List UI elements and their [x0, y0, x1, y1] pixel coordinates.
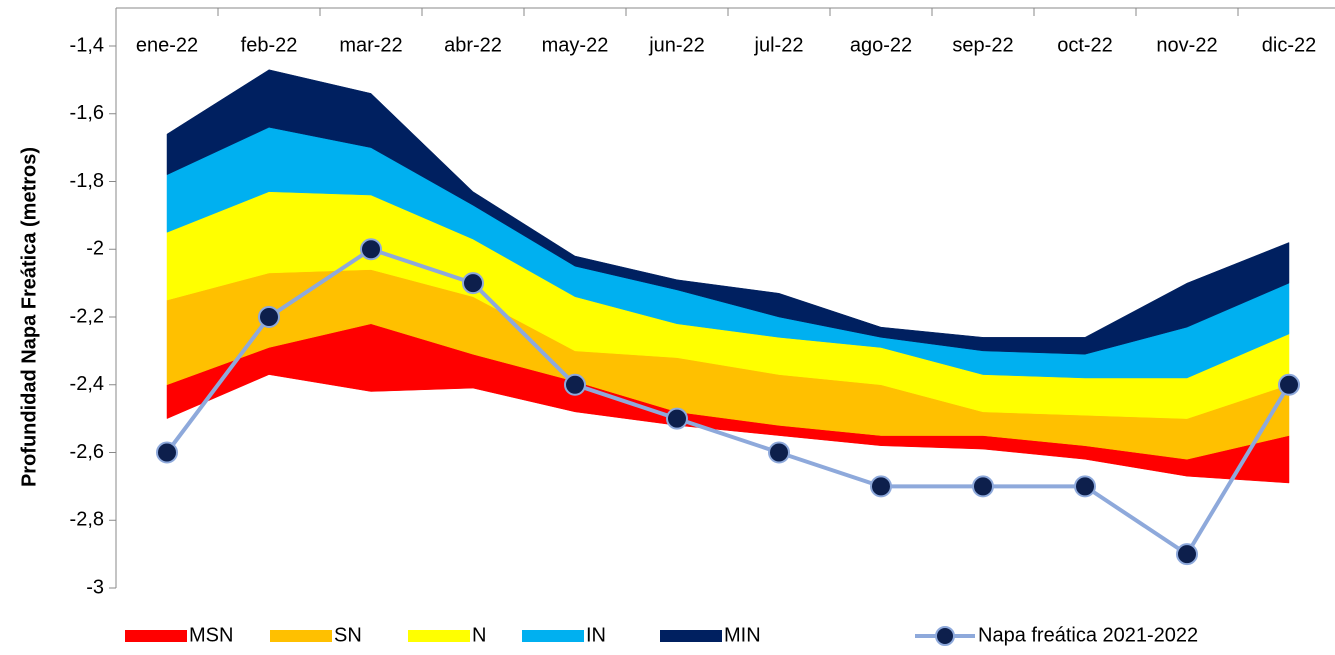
line-marker [870, 475, 892, 498]
line-marker [972, 475, 994, 498]
y-tick-label: -2,2 [70, 305, 104, 327]
x-tick-label: may-22 [542, 34, 609, 56]
x-tick-label: abr-22 [444, 34, 502, 56]
legend-label: MSN [189, 624, 233, 646]
x-tick-label: jun-22 [648, 34, 705, 56]
line-marker [1074, 475, 1096, 498]
legend-swatch [270, 630, 332, 642]
line-marker [462, 272, 484, 295]
x-tick-label: dic-22 [1262, 34, 1316, 56]
y-tick-label: -2 [86, 238, 104, 260]
x-tick-label: jul-22 [754, 34, 804, 56]
x-tick-label: ene-22 [136, 34, 198, 56]
legend-marker [935, 626, 955, 646]
legend-swatch [522, 630, 584, 642]
y-tick-label: -1,6 [70, 102, 104, 124]
legend-swatch [125, 630, 187, 642]
x-tick-label: ago-22 [850, 34, 912, 56]
line-marker [258, 306, 280, 328]
legend-swatch [408, 630, 470, 642]
x-tick-label: nov-22 [1156, 34, 1217, 56]
line-marker [360, 238, 382, 261]
line-marker [1176, 543, 1198, 566]
y-tick-label: -1,8 [70, 170, 104, 192]
y-tick-label: -2,8 [70, 509, 104, 531]
legend-swatch [660, 630, 722, 642]
x-tick-label: mar-22 [339, 34, 402, 56]
line-marker [768, 441, 790, 464]
y-tick-label: -2,6 [70, 441, 104, 463]
x-tick-label: oct-22 [1057, 34, 1113, 56]
y-tick-label: -1,4 [70, 34, 104, 56]
legend-label: N [472, 624, 486, 646]
line-series [165, 247, 1291, 557]
y-tick-label: -3 [86, 576, 104, 598]
line-marker [1278, 373, 1300, 396]
x-tick-label: feb-22 [241, 34, 298, 56]
y-axis-title: Profundidad Napa Freática (metros) [18, 147, 40, 487]
legend-label: IN [586, 624, 606, 646]
line-marker [156, 441, 178, 464]
y-tick-label: -2,4 [70, 373, 104, 395]
line-marker [564, 373, 586, 396]
band-area [166, 69, 1290, 355]
x-tick-label: sep-22 [952, 34, 1013, 56]
legend-label: MIN [724, 624, 761, 646]
line-marker [666, 407, 688, 430]
legend-label: Napa freática 2021-2022 [978, 624, 1198, 646]
legend-label: SN [334, 624, 362, 646]
